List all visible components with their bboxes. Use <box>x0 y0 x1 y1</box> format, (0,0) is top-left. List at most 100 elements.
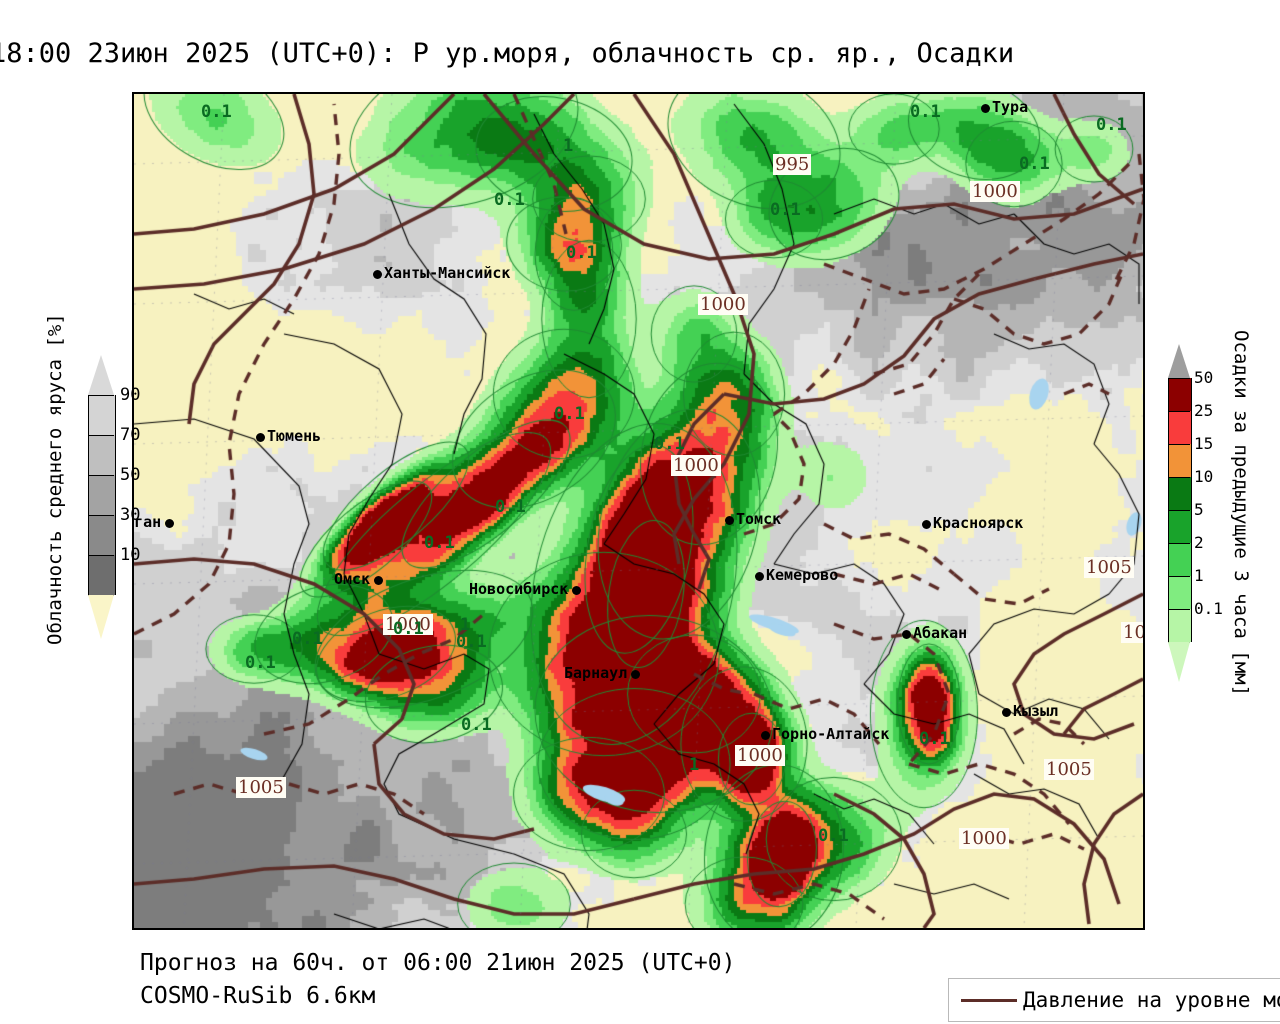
city-label: Курган <box>134 513 162 531</box>
city-marker-dot <box>572 586 581 595</box>
precip-colorbar-segment <box>1168 543 1192 576</box>
model-info: COSMO-RuSib 6.6км <box>140 983 376 1009</box>
precip-colorbar-divider <box>1168 609 1190 610</box>
city-marker-dot <box>902 630 911 639</box>
city-marker-dot <box>165 519 174 528</box>
isobar-label: 101 <box>1121 622 1143 643</box>
precip-contour-label: 1 <box>460 615 471 635</box>
city-label: Абакан <box>913 624 968 642</box>
city-label: Томск <box>736 510 782 528</box>
precip-colorbar-segment <box>1168 411 1192 444</box>
pressure-legend-label: Давление на уровне моря <box>1023 988 1280 1012</box>
precip-colorbar-tick: 50 <box>1194 368 1214 387</box>
isobar-label: 1000 <box>959 828 1009 849</box>
precip-colorbar-divider <box>1168 477 1190 478</box>
isobar-label: 1005 <box>236 777 286 798</box>
city-marker-dot <box>373 270 382 279</box>
precip-colorbar-tick: 15 <box>1194 434 1214 453</box>
cloud-colorbar-bottom-arrow <box>88 595 114 639</box>
precip-contour-label: 0.1 <box>461 715 492 735</box>
city-marker-dot <box>725 516 734 525</box>
precip-contour-label: 0.1 <box>566 243 597 263</box>
cloud-colorbar-segment <box>88 435 116 475</box>
precip-colorbar-tick: 0.1 <box>1194 599 1223 618</box>
city-marker-dot <box>631 670 640 679</box>
precip-contour-label: 0.1 <box>393 619 424 639</box>
isobar-label: 1000 <box>671 455 721 476</box>
city-label: Ханты-Мансийск <box>384 264 511 282</box>
city-label: Тюмень <box>267 427 322 445</box>
precip-contour-label: 0.1 <box>245 653 276 673</box>
pressure-legend: Давление на уровне моря <box>948 978 1280 1022</box>
cloud-colorbar-label: Облачность среднего яруса [%] <box>44 313 66 645</box>
precip-contour-label: 1 <box>689 755 700 775</box>
precip-colorbar-segment <box>1168 576 1192 609</box>
precip-colorbar-tick: 2 <box>1194 533 1204 552</box>
precip-colorbar-top-arrow <box>1168 344 1190 378</box>
precip-colorbar-divider <box>1168 378 1190 379</box>
cloud-colorbar-segment <box>88 515 116 555</box>
precip-contour-label: 0.1 <box>456 632 487 652</box>
precip-contour-label: 0.1 <box>201 102 232 122</box>
cloud-colorbar-divider <box>88 475 114 476</box>
isobar-label: 1005 <box>1084 557 1134 578</box>
city-label: Красноярск <box>933 514 1024 532</box>
city-label: Омск <box>334 570 371 588</box>
cloud-colorbar-tick: 90 <box>120 385 141 405</box>
isobar-label: 1005 <box>1044 759 1094 780</box>
precip-contour-label: 0.1 <box>919 729 950 749</box>
precip-contour-label: 0.1 <box>495 497 526 517</box>
city-marker-dot <box>374 576 383 585</box>
precip-contour-label: 0.1 <box>1019 154 1050 174</box>
precip-contour-label: 0.1 <box>654 434 685 454</box>
precip-colorbar-divider <box>1168 543 1190 544</box>
precip-contour-label: 0.1 <box>494 190 525 210</box>
forecast-info: Прогноз на 60ч. от 06:00 21июн 2025 (UTC… <box>140 950 736 976</box>
pressure-line-icon <box>961 998 1017 1002</box>
city-label: Горно-Алтайск <box>772 725 890 743</box>
precip-colorbar-tick: 10 <box>1194 467 1214 486</box>
precip-colorbar-divider <box>1168 411 1190 412</box>
page-title: 18:00 23июн 2025 (UTC+0): P ур.моря, обл… <box>0 38 1015 69</box>
precip-colorbar-tick: 25 <box>1194 401 1214 420</box>
precip-contour-label: 0.1 <box>770 200 801 220</box>
cloud-colorbar-divider <box>88 515 114 516</box>
cloud-colorbar-divider <box>88 395 114 396</box>
isobar-label: 1000 <box>970 181 1020 202</box>
precip-colorbar-segment <box>1168 378 1192 411</box>
precip-colorbar-tick: 1 <box>1194 566 1204 585</box>
cloud-colorbar-tick: 50 <box>120 465 141 485</box>
cloud-colorbar-segment <box>88 475 116 515</box>
city-marker-dot <box>981 104 990 113</box>
precip-contour-label: 0.1 <box>910 102 941 122</box>
city-marker-dot <box>755 572 764 581</box>
cloud-colorbar-top-arrow <box>88 355 114 395</box>
cloud-colorbar-tick: 10 <box>120 545 141 565</box>
city-label: Кызыл <box>1013 702 1059 720</box>
precip-colorbar-segment <box>1168 444 1192 477</box>
precip-colorbar-tick: 5 <box>1194 500 1204 519</box>
precip-contour-label: 1 <box>563 136 574 156</box>
city-label: Новосибирск <box>469 580 569 598</box>
cloud-colorbar-divider <box>88 555 114 556</box>
cloud-colorbar-divider <box>88 435 114 436</box>
precip-colorbar-label: Осадки за предыдущие 3 часа [мм] <box>1230 330 1252 697</box>
weather-map[interactable]: Тура Ханты-Мансийск Тюмень Курган Омск Новоси… <box>132 92 1145 930</box>
city-marker-dot <box>922 520 931 529</box>
cloud-colorbar-segment <box>88 555 116 595</box>
city-marker-dot <box>761 731 770 740</box>
cloud-colorbar-tick: 70 <box>120 425 141 445</box>
cloud-colorbar-segment <box>88 395 116 435</box>
precip-contour-label: 0.1 <box>292 629 323 649</box>
precip-colorbar-divider <box>1168 576 1190 577</box>
precip-colorbar-segment <box>1168 477 1192 510</box>
city-marker-dot <box>256 433 265 442</box>
precip-contour-label: 0.1 <box>424 533 455 553</box>
precip-colorbar-divider <box>1168 510 1190 511</box>
precip-contour-label: 0.1 <box>1096 115 1127 135</box>
precip-colorbar-segment <box>1168 609 1192 642</box>
city-label: Кемерово <box>766 566 839 584</box>
cloud-colorbar-tick: 30 <box>120 505 141 525</box>
precip-colorbar-segment <box>1168 510 1192 543</box>
precip-colorbar-scale: 50 25 15 10 5 2 1 0.1 <box>1168 344 1223 682</box>
